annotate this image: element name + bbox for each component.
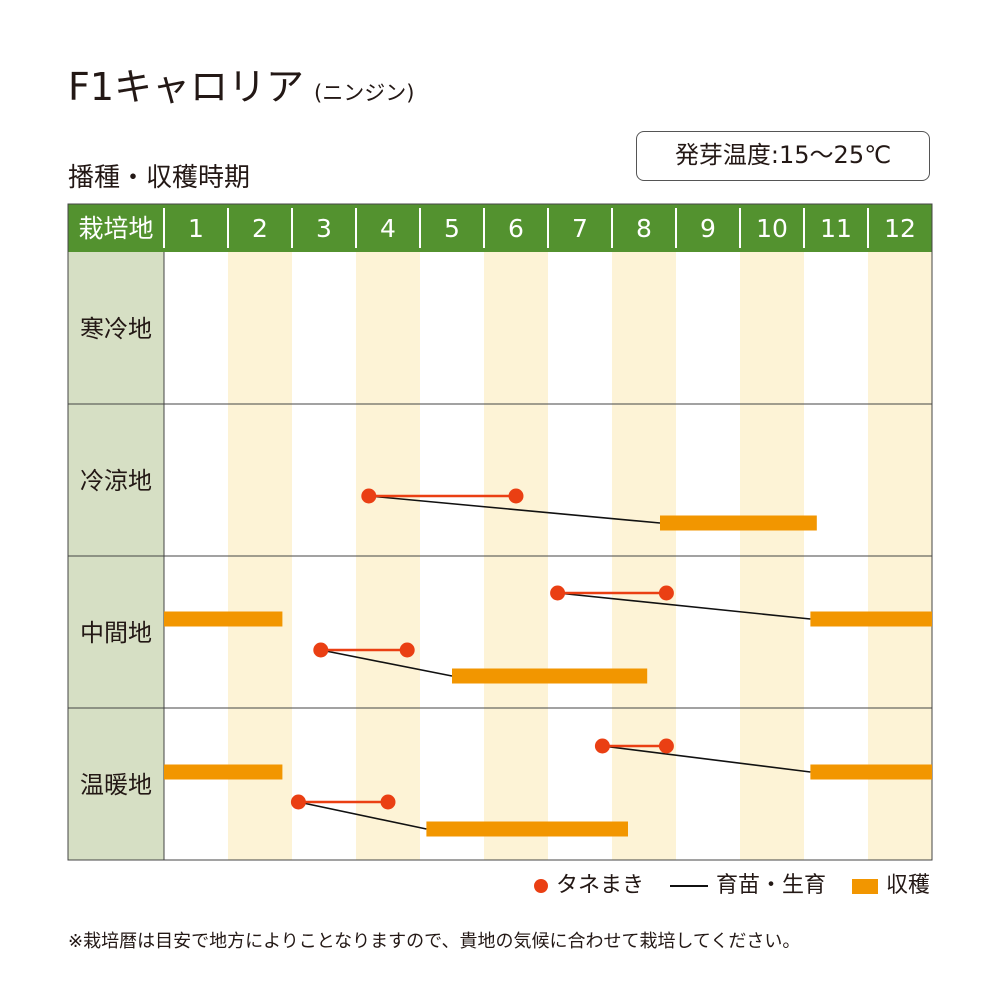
header-label: 栽培地 bbox=[78, 214, 153, 243]
month-label-4: 4 bbox=[380, 214, 396, 243]
title-sub: (ニンジン) bbox=[314, 81, 415, 105]
growing-line bbox=[368, 495, 661, 524]
region-label: 冷涼地 bbox=[80, 467, 152, 495]
legend-harvest: 収穫 bbox=[851, 870, 930, 902]
month-label-1: 1 bbox=[188, 214, 204, 243]
sowing-end-dot bbox=[380, 794, 396, 810]
legend: タネまき 育苗・生育 収穫 bbox=[508, 870, 930, 902]
sowing-end-dot bbox=[399, 642, 415, 658]
table-border bbox=[67, 203, 933, 861]
legend-growing-label: 育苗・生育 bbox=[715, 873, 826, 898]
growing-line bbox=[320, 649, 453, 677]
harvest-bar bbox=[164, 764, 283, 780]
month-label-5: 5 bbox=[444, 214, 460, 243]
month-label-6: 6 bbox=[508, 214, 524, 243]
section-title: 播種・収穫時期 bbox=[68, 163, 251, 193]
month-label-8: 8 bbox=[636, 214, 652, 243]
harvest-bar bbox=[426, 821, 628, 837]
growing-line bbox=[557, 592, 811, 620]
harvest-bar bbox=[452, 668, 648, 684]
harvest-bar bbox=[660, 515, 817, 531]
region-label: 温暖地 bbox=[80, 771, 152, 799]
sowing-end-dot bbox=[658, 585, 674, 601]
month-label-9: 9 bbox=[700, 214, 716, 243]
sowing-dot-icon bbox=[533, 879, 548, 893]
sowing-start-dot bbox=[550, 585, 566, 601]
sowing-start-dot bbox=[594, 738, 610, 754]
legend-harvest-label: 収穫 bbox=[885, 873, 930, 898]
growing-line-icon bbox=[669, 885, 708, 887]
region-label: 中間地 bbox=[80, 619, 152, 647]
month-label-12: 12 bbox=[884, 214, 916, 243]
sowing-start-dot bbox=[313, 642, 329, 658]
sowing-start-dot bbox=[361, 488, 377, 504]
harvest-bar-icon bbox=[851, 878, 878, 894]
germination-temperature-box: 発芽温度:15〜25℃ bbox=[636, 131, 930, 181]
harvest-bar bbox=[810, 611, 932, 627]
month-label-7: 7 bbox=[572, 214, 588, 243]
legend-sowing: タネまき bbox=[533, 870, 644, 902]
header-band bbox=[68, 204, 932, 252]
region-label: 寒冷地 bbox=[80, 315, 152, 343]
month-label-10: 10 bbox=[756, 214, 788, 243]
sowing-start-dot bbox=[290, 794, 306, 810]
title-main: F1キャロリア bbox=[68, 65, 305, 109]
month-label-2: 2 bbox=[252, 214, 268, 243]
sowing-end-dot bbox=[658, 738, 674, 754]
footnote: ※栽培暦は目安で地方によりことなりますので、貴地の気候に合わせて栽培してください… bbox=[68, 931, 801, 952]
legend-growing: 育苗・生育 bbox=[669, 870, 826, 902]
chart-title: F1キャロリア (ニンジン) bbox=[68, 62, 414, 118]
legend-sowing-label: タネまき bbox=[555, 873, 644, 898]
month-label-3: 3 bbox=[316, 214, 332, 243]
month-label-11: 11 bbox=[820, 214, 852, 243]
growing-line bbox=[602, 745, 811, 773]
harvest-bar bbox=[164, 611, 283, 627]
sowing-end-dot bbox=[508, 488, 524, 504]
harvest-bar bbox=[810, 764, 932, 780]
growing-line bbox=[298, 801, 427, 830]
